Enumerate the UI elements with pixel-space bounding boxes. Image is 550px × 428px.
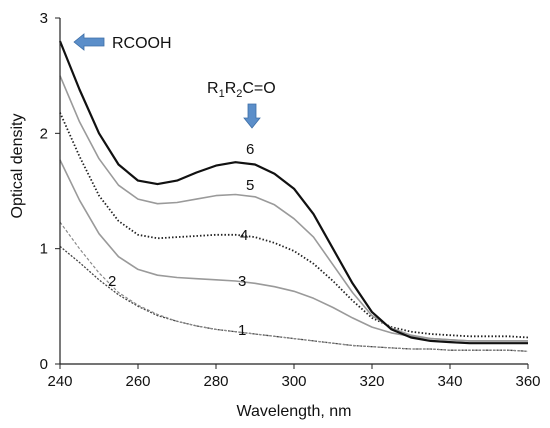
x-axis-title: Wavelength, nm bbox=[236, 403, 351, 420]
x-tick-label: 260 bbox=[125, 373, 150, 390]
series-line-4 bbox=[59, 112, 529, 339]
rcooh-label: RCOOH bbox=[112, 35, 172, 52]
carbonyl-subscript-1: 1 bbox=[219, 88, 225, 100]
carbonyl-label: R1R2C=O bbox=[207, 80, 276, 100]
carbonyl-r2-letter: R bbox=[225, 80, 237, 97]
curve-label-5: 5 bbox=[246, 177, 254, 194]
curve-label-6: 6 bbox=[246, 141, 254, 158]
curve-label-1: 1 bbox=[238, 322, 246, 339]
curve-label-2: 2 bbox=[108, 273, 116, 290]
curve-label-3: 3 bbox=[238, 273, 246, 290]
series-line-5 bbox=[59, 75, 528, 342]
carbonyl-r1-letter: R bbox=[207, 80, 219, 97]
x-tick-label: 360 bbox=[515, 373, 540, 390]
x-tick-label: 280 bbox=[203, 373, 228, 390]
series-line-6 bbox=[58, 40, 528, 345]
rcooh-arrow-icon bbox=[73, 33, 105, 51]
series-line-2 bbox=[59, 221, 529, 352]
curve-label-4: 4 bbox=[240, 227, 248, 244]
x-tick-label: 240 bbox=[47, 373, 72, 390]
carbonyl-tail: C=O bbox=[242, 80, 275, 97]
curves-group bbox=[58, 40, 529, 352]
x-tick-label: 320 bbox=[359, 373, 384, 390]
y-tick-label: 1 bbox=[40, 241, 48, 258]
y-tick-label: 3 bbox=[40, 10, 48, 27]
carbonyl-arrow-icon bbox=[243, 103, 261, 129]
x-tick-label: 300 bbox=[281, 373, 306, 390]
carbonyl-subscript-2: 2 bbox=[236, 88, 242, 100]
y-tick-label: 0 bbox=[40, 356, 48, 373]
series-line-1 bbox=[59, 245, 529, 352]
y-tick-label: 2 bbox=[40, 125, 48, 142]
y-axis-title: Optical density bbox=[9, 114, 26, 219]
x-tick-label: 340 bbox=[437, 373, 462, 390]
